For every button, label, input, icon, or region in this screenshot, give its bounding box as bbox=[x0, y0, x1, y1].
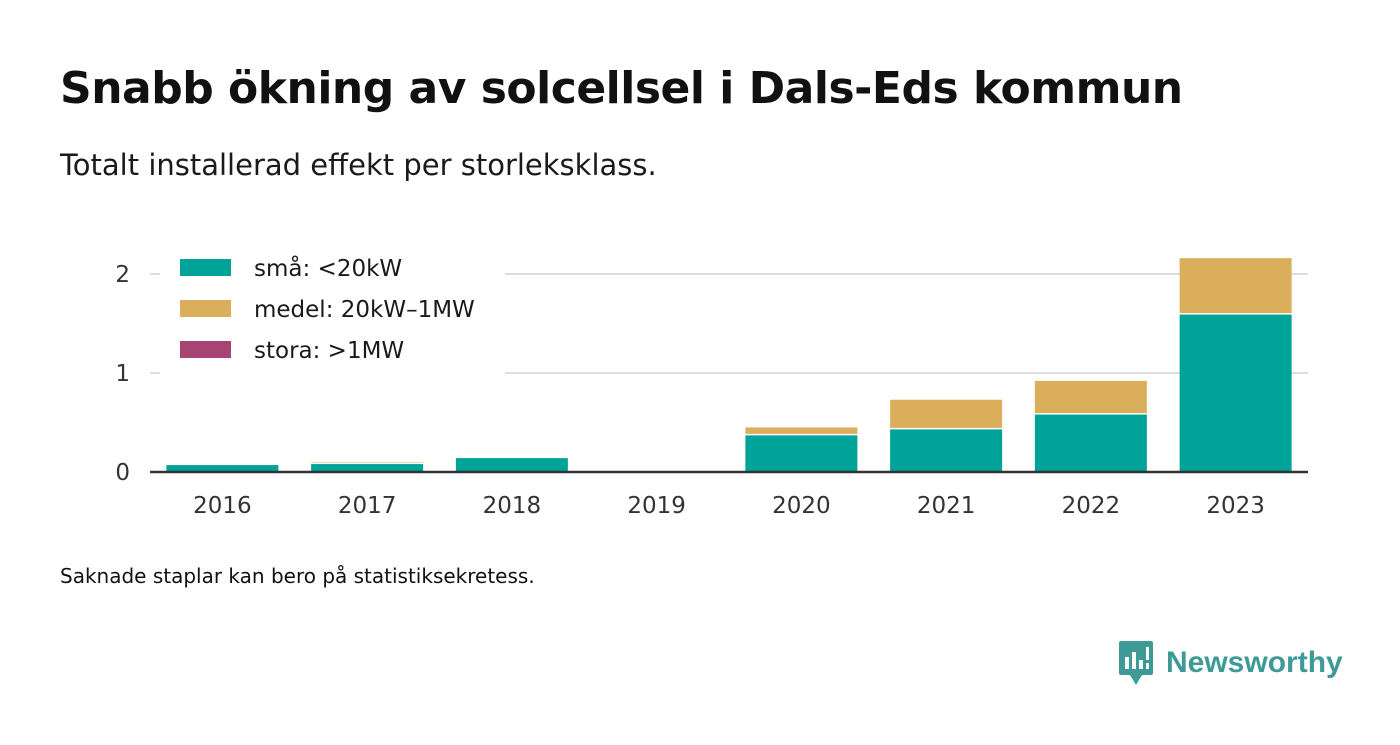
y-tick-label: 2 bbox=[115, 262, 130, 288]
chart-subtitle: Totalt installerad effekt per storlekskl… bbox=[60, 148, 657, 182]
x-tick-label: 2019 bbox=[627, 493, 686, 519]
y-tick-label: 1 bbox=[115, 361, 130, 387]
x-tick-label: 2017 bbox=[338, 493, 397, 519]
bar-segment bbox=[1034, 380, 1147, 414]
legend-swatch bbox=[180, 341, 231, 358]
bar-segment bbox=[1034, 414, 1147, 472]
bar-segment bbox=[890, 429, 1003, 472]
x-tick-label: 2022 bbox=[1062, 493, 1121, 519]
legend: små: <20kW medel: 20kW–1MW stora: >1MW bbox=[160, 246, 505, 374]
newsworthy-logo-icon bbox=[1119, 641, 1153, 685]
legend-swatch bbox=[180, 300, 231, 317]
bar-segment bbox=[745, 427, 858, 434]
bar-segment bbox=[890, 399, 1003, 428]
chart-title: Snabb ökning av solcellsel i Dals-Eds ko… bbox=[60, 63, 1183, 114]
bar-segment bbox=[1179, 258, 1292, 314]
legend-swatch bbox=[180, 259, 231, 276]
brand: Newsworthy bbox=[1118, 640, 1343, 686]
legend-label: små: <20kW bbox=[254, 254, 402, 282]
bar-segment bbox=[166, 465, 279, 472]
x-tick-label: 2021 bbox=[917, 493, 976, 519]
y-tick-label: 0 bbox=[115, 460, 130, 486]
x-tick-label: 2016 bbox=[193, 493, 252, 519]
bar-segment bbox=[1179, 314, 1292, 472]
bars bbox=[166, 258, 1292, 472]
x-tick-label: 2020 bbox=[772, 493, 831, 519]
legend-label: stora: >1MW bbox=[254, 338, 404, 364]
legend-label: medel: 20kW–1MW bbox=[254, 297, 475, 323]
brand-name: Newsworthy bbox=[1166, 646, 1343, 679]
bar-segment bbox=[311, 464, 424, 472]
x-tick-label: 2023 bbox=[1206, 493, 1265, 519]
x-tick-label: 2018 bbox=[483, 493, 542, 519]
bar-segment bbox=[455, 458, 568, 472]
bar-segment bbox=[745, 435, 858, 472]
x-axis-ticks: 2016 2017 2018 2019 2020 2021 2022 2023 bbox=[193, 493, 1265, 519]
y-axis-ticks: 0 1 2 bbox=[115, 262, 130, 486]
footnote: Saknade staplar kan bero på statistiksek… bbox=[60, 564, 535, 588]
